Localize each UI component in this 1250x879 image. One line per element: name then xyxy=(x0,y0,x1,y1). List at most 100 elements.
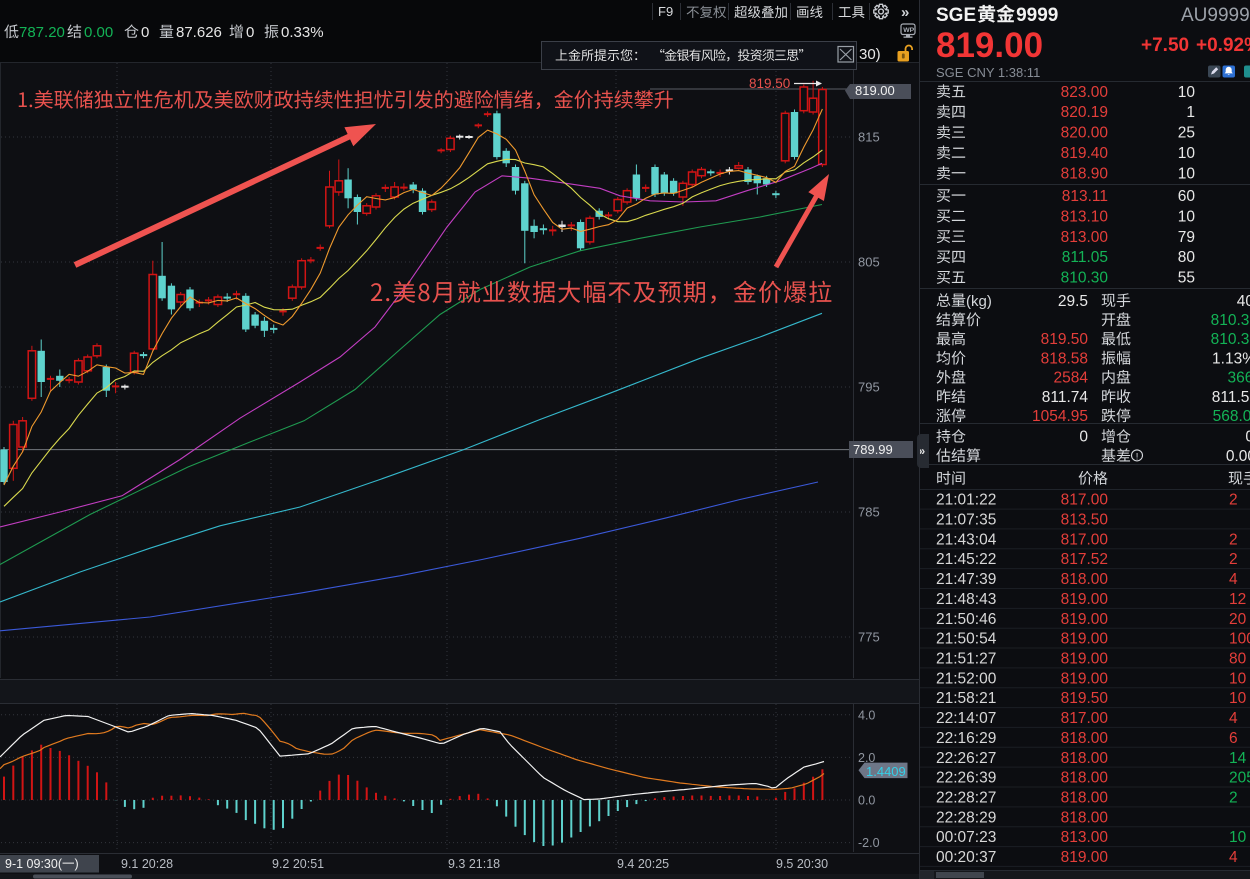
svg-text:819.40: 819.40 xyxy=(1061,145,1109,162)
svg-text:22:14:07: 22:14:07 xyxy=(936,710,996,727)
svg-text:(kg): (kg) xyxy=(966,293,992,310)
svg-text:818.58: 818.58 xyxy=(1041,350,1088,367)
svg-text:21:58:21: 21:58:21 xyxy=(936,690,996,707)
svg-text:21:50:46: 21:50:46 xyxy=(936,611,996,628)
svg-text:29.5: 29.5 xyxy=(1058,293,1088,310)
svg-text:810.30: 810.30 xyxy=(1211,312,1250,329)
svg-text:10: 10 xyxy=(1229,690,1247,707)
svg-text:0.0: 0.0 xyxy=(858,794,875,808)
svg-text:80: 80 xyxy=(1229,651,1247,668)
svg-text:205: 205 xyxy=(1229,770,1250,787)
svg-text:811.05: 811.05 xyxy=(1062,249,1108,266)
svg-text:55: 55 xyxy=(1178,270,1195,287)
svg-text:21:51:27: 21:51:27 xyxy=(936,651,996,668)
svg-text:0: 0 xyxy=(1245,429,1250,446)
svg-text:10: 10 xyxy=(1178,208,1196,225)
svg-text:!: ! xyxy=(1136,451,1139,462)
svg-text:10: 10 xyxy=(1178,145,1196,162)
svg-text:10: 10 xyxy=(1229,670,1247,687)
svg-text:815: 815 xyxy=(858,130,880,145)
svg-text:21:07:35: 21:07:35 xyxy=(936,512,996,529)
svg-text:0.00: 0.00 xyxy=(84,24,113,41)
svg-text:30): 30) xyxy=(859,46,881,63)
svg-text:813.11: 813.11 xyxy=(1062,188,1108,205)
svg-text:00:20:37: 00:20:37 xyxy=(936,849,996,866)
svg-text:9.2 20:51: 9.2 20:51 xyxy=(272,857,324,871)
svg-text:1.13%: 1.13% xyxy=(1212,350,1250,367)
svg-text:21:43:04: 21:43:04 xyxy=(936,531,997,548)
svg-text:817.00: 817.00 xyxy=(1061,710,1109,727)
svg-text:818.00: 818.00 xyxy=(1061,750,1109,767)
svg-text:818.90: 818.90 xyxy=(1061,166,1109,183)
svg-text:819.00: 819.00 xyxy=(1061,591,1109,608)
svg-text:819.00: 819.00 xyxy=(1061,611,1109,628)
svg-text:818.00: 818.00 xyxy=(1061,571,1109,588)
svg-text:0.33%: 0.33% xyxy=(281,24,324,41)
svg-text:22:26:27: 22:26:27 xyxy=(936,750,996,767)
svg-text:568.05: 568.05 xyxy=(1213,408,1250,425)
svg-text:21:48:43: 21:48:43 xyxy=(936,591,996,608)
svg-text:25: 25 xyxy=(1178,125,1195,142)
svg-text:-2.0: -2.0 xyxy=(858,836,880,850)
svg-text:4: 4 xyxy=(1229,571,1238,588)
svg-text:80: 80 xyxy=(1178,249,1196,266)
svg-text:+0.92%: +0.92% xyxy=(1196,35,1250,56)
svg-text:4: 4 xyxy=(1229,849,1238,866)
svg-text:819.00: 819.00 xyxy=(1061,651,1109,668)
svg-text:100: 100 xyxy=(1229,631,1250,648)
svg-text:811.50: 811.50 xyxy=(1212,389,1250,406)
svg-text:F9: F9 xyxy=(658,4,673,19)
svg-text:SGE: SGE xyxy=(936,5,976,26)
svg-text:2: 2 xyxy=(1229,551,1238,568)
svg-text:819.00: 819.00 xyxy=(1061,631,1109,648)
svg-text:813.10: 813.10 xyxy=(1061,208,1109,225)
svg-text:1054.95: 1054.95 xyxy=(1032,408,1088,425)
svg-text:22:16:29: 22:16:29 xyxy=(936,730,996,747)
svg-text:818.00: 818.00 xyxy=(1061,809,1109,826)
svg-text:4.0: 4.0 xyxy=(858,708,875,722)
svg-text:22:26:39: 22:26:39 xyxy=(936,770,996,787)
svg-text:789.99: 789.99 xyxy=(853,442,893,457)
svg-text:60: 60 xyxy=(1178,188,1196,205)
svg-text:813.00: 813.00 xyxy=(1061,229,1109,246)
svg-text:9.3 21:18: 9.3 21:18 xyxy=(448,857,500,871)
svg-text:+7.50: +7.50 xyxy=(1141,35,1189,56)
svg-text:775: 775 xyxy=(858,630,880,645)
svg-text:79: 79 xyxy=(1178,229,1195,246)
svg-text:21:01:22: 21:01:22 xyxy=(936,492,996,509)
svg-text:787.20: 787.20 xyxy=(19,24,65,41)
svg-text:2.0: 2.0 xyxy=(858,751,875,765)
svg-text:2: 2 xyxy=(1229,531,1238,548)
svg-text:810.30: 810.30 xyxy=(1211,331,1250,348)
svg-text:21:50:54: 21:50:54 xyxy=(936,631,997,648)
svg-text:22:28:27: 22:28:27 xyxy=(936,790,996,807)
svg-text:819.00: 819.00 xyxy=(855,83,895,98)
svg-text:2: 2 xyxy=(1229,492,1238,509)
svg-text:12: 12 xyxy=(1229,591,1246,608)
svg-text:9.1 20:28: 9.1 20:28 xyxy=(121,857,173,871)
svg-text:0: 0 xyxy=(1079,429,1088,446)
svg-text:2: 2 xyxy=(1229,790,1238,807)
svg-text:813.50: 813.50 xyxy=(1061,512,1109,529)
svg-text:819.50: 819.50 xyxy=(1041,331,1089,348)
svg-text:819.00: 819.00 xyxy=(1061,849,1109,866)
svg-text:9.5 20:30: 9.5 20:30 xyxy=(776,857,828,871)
svg-text:3660: 3660 xyxy=(1228,370,1250,387)
svg-text:0.00: 0.00 xyxy=(1226,448,1250,465)
svg-text:10: 10 xyxy=(1178,84,1196,101)
svg-text:819.50: 819.50 xyxy=(1061,690,1109,707)
svg-text:805: 805 xyxy=(858,255,880,270)
svg-text:4: 4 xyxy=(1229,710,1238,727)
svg-text:785: 785 xyxy=(858,505,880,520)
svg-text:WP: WP xyxy=(903,27,914,34)
svg-text:817.52: 817.52 xyxy=(1061,551,1108,568)
svg-text:811.74: 811.74 xyxy=(1042,389,1089,406)
svg-text:10: 10 xyxy=(1178,166,1196,183)
svg-text:818.00: 818.00 xyxy=(1061,730,1109,747)
svg-text:823.00: 823.00 xyxy=(1061,84,1109,101)
svg-text:795: 795 xyxy=(858,380,880,395)
svg-text:2584: 2584 xyxy=(1054,370,1089,387)
svg-text:87.626: 87.626 xyxy=(176,24,222,41)
svg-text:1: 1 xyxy=(1186,104,1195,121)
svg-text:»: » xyxy=(919,444,926,458)
